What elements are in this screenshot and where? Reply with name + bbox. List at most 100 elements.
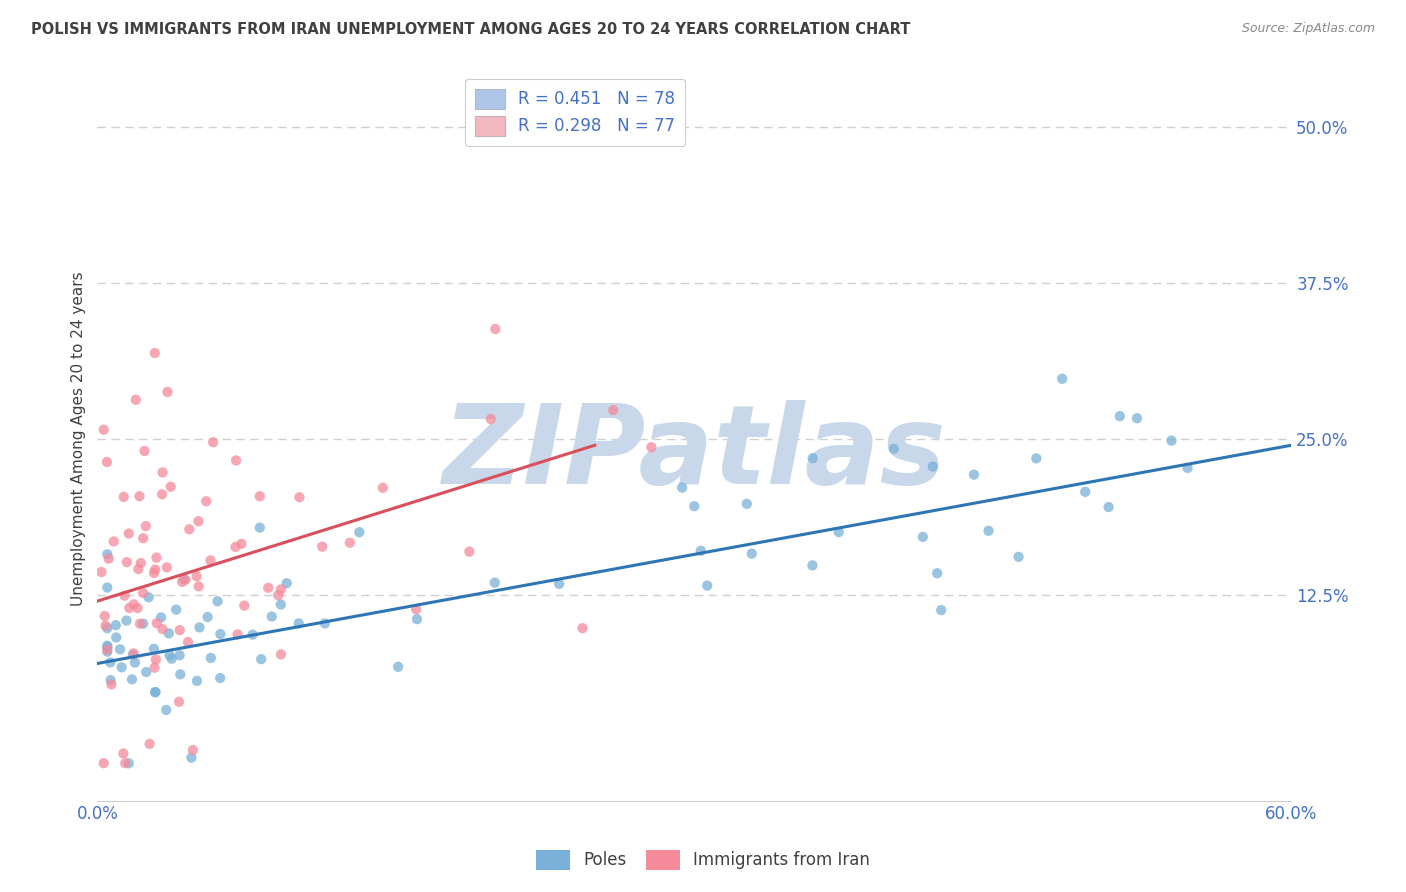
Point bbox=[155, 703, 177, 717]
Point bbox=[260, 609, 283, 624]
Point bbox=[156, 384, 179, 399]
Point bbox=[100, 673, 122, 687]
Point bbox=[1074, 484, 1097, 499]
Point bbox=[173, 572, 195, 586]
Point bbox=[165, 602, 187, 616]
Point bbox=[231, 537, 253, 551]
Point bbox=[118, 601, 141, 615]
Point bbox=[458, 544, 481, 558]
Point bbox=[132, 586, 155, 600]
Point bbox=[288, 490, 311, 504]
Point bbox=[127, 601, 149, 615]
Point bbox=[145, 616, 167, 631]
Point bbox=[150, 610, 173, 624]
Point bbox=[202, 435, 225, 450]
Text: Source: ZipAtlas.com: Source: ZipAtlas.com bbox=[1241, 22, 1375, 36]
Point bbox=[121, 673, 143, 687]
Point bbox=[548, 577, 571, 591]
Point bbox=[207, 594, 229, 608]
Point bbox=[257, 581, 280, 595]
Point bbox=[371, 481, 394, 495]
Point bbox=[270, 598, 292, 612]
Point bbox=[801, 558, 824, 573]
Point bbox=[118, 756, 141, 771]
Point bbox=[571, 621, 593, 635]
Point bbox=[142, 641, 165, 656]
Point bbox=[128, 489, 150, 503]
Point bbox=[156, 560, 179, 574]
Point bbox=[96, 640, 118, 654]
Point bbox=[138, 737, 160, 751]
Point bbox=[1177, 461, 1199, 475]
Point bbox=[689, 543, 711, 558]
Point bbox=[1050, 372, 1073, 386]
Point bbox=[159, 480, 181, 494]
Point bbox=[132, 616, 155, 631]
Point bbox=[105, 631, 128, 645]
Point bbox=[1097, 500, 1119, 514]
Point bbox=[93, 423, 115, 437]
Point bbox=[484, 322, 506, 336]
Point bbox=[671, 481, 693, 495]
Point bbox=[169, 648, 191, 663]
Point bbox=[406, 612, 429, 626]
Point bbox=[242, 627, 264, 641]
Point bbox=[96, 455, 118, 469]
Point bbox=[1108, 409, 1130, 424]
Point bbox=[181, 743, 204, 757]
Point bbox=[122, 648, 145, 662]
Point bbox=[186, 673, 208, 688]
Y-axis label: Unemployment Among Ages 20 to 24 years: Unemployment Among Ages 20 to 24 years bbox=[72, 272, 86, 607]
Point bbox=[883, 442, 905, 456]
Point bbox=[197, 610, 219, 624]
Point bbox=[114, 589, 136, 603]
Point bbox=[1007, 549, 1029, 564]
Point bbox=[683, 499, 706, 513]
Point bbox=[387, 660, 409, 674]
Text: POLISH VS IMMIGRANTS FROM IRAN UNEMPLOYMENT AMONG AGES 20 TO 24 YEARS CORRELATIO: POLISH VS IMMIGRANTS FROM IRAN UNEMPLOYM… bbox=[31, 22, 910, 37]
Point bbox=[150, 487, 173, 501]
Point bbox=[143, 563, 166, 577]
Point bbox=[250, 652, 273, 666]
Point bbox=[152, 622, 174, 636]
Point bbox=[135, 665, 157, 679]
Point bbox=[174, 573, 197, 587]
Point bbox=[921, 459, 943, 474]
Point bbox=[138, 591, 160, 605]
Point bbox=[209, 671, 232, 685]
Point bbox=[122, 598, 145, 612]
Point bbox=[104, 618, 127, 632]
Point bbox=[111, 660, 134, 674]
Point bbox=[96, 547, 118, 561]
Point bbox=[143, 346, 166, 360]
Point bbox=[145, 685, 167, 699]
Point bbox=[801, 451, 824, 466]
Point bbox=[157, 626, 180, 640]
Point bbox=[132, 531, 155, 545]
Point bbox=[405, 602, 427, 616]
Point bbox=[963, 467, 986, 482]
Point bbox=[640, 440, 662, 454]
Point bbox=[276, 576, 298, 591]
Point bbox=[180, 750, 202, 764]
Text: ZIPatlas: ZIPatlas bbox=[443, 400, 946, 507]
Point bbox=[108, 642, 131, 657]
Point bbox=[93, 609, 115, 624]
Point bbox=[90, 565, 112, 579]
Point bbox=[135, 519, 157, 533]
Point bbox=[179, 522, 201, 536]
Point bbox=[145, 550, 167, 565]
Point bbox=[96, 639, 118, 653]
Point bbox=[152, 466, 174, 480]
Legend: Poles, Immigrants from Iran: Poles, Immigrants from Iran bbox=[530, 843, 876, 877]
Point bbox=[287, 616, 309, 631]
Point bbox=[172, 574, 194, 589]
Point bbox=[188, 620, 211, 634]
Point bbox=[314, 616, 336, 631]
Point bbox=[479, 412, 502, 426]
Point bbox=[1160, 434, 1182, 448]
Point bbox=[167, 695, 190, 709]
Point bbox=[96, 645, 118, 659]
Point bbox=[169, 623, 191, 637]
Point bbox=[134, 444, 156, 458]
